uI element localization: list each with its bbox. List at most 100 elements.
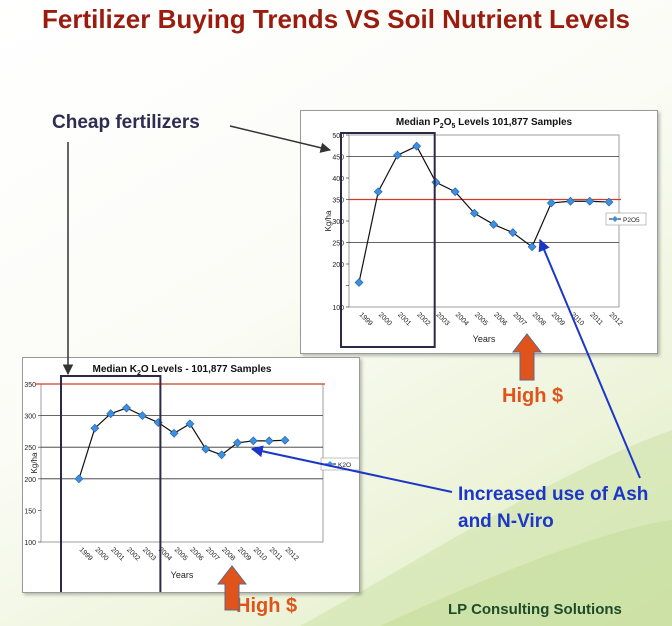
p2o5-data-point bbox=[412, 141, 422, 151]
k2o-data-point bbox=[106, 409, 116, 419]
k2o-data-point bbox=[185, 419, 195, 429]
k2o-x-tick-label: 2011 bbox=[268, 546, 284, 562]
k2o-y-axis-label: Kg/ha bbox=[30, 452, 39, 473]
p2o5-data-point bbox=[489, 220, 499, 229]
k2o-y-tick-label: 200 bbox=[24, 477, 36, 484]
k2o-x-tick-label: 2002 bbox=[125, 546, 141, 562]
k2o-x-tick-label: 2004 bbox=[157, 546, 173, 562]
p2o5-data-point bbox=[508, 228, 518, 238]
ash-callout-line-1: Increased use of Ash bbox=[458, 484, 649, 505]
k2o-data-point bbox=[248, 436, 258, 446]
k2o-data-point bbox=[201, 444, 211, 454]
p2o5-x-tick-label: 2009 bbox=[550, 311, 566, 327]
slide-title: Fertilizer Buying Trends VS Soil Nutrien… bbox=[41, 4, 631, 34]
cheap-fertilizers-callout: Cheap fertilizers bbox=[52, 112, 200, 133]
p2o5-x-tick-label: 2000 bbox=[377, 311, 393, 327]
k2o-x-tick-label: 2008 bbox=[220, 546, 236, 562]
p2o5-x-tick-label: 2004 bbox=[454, 311, 470, 327]
k2o-data-point bbox=[217, 450, 227, 460]
ash-nviro-callout: Increased use of Ash and N-Viro bbox=[458, 481, 648, 535]
p2o5-highlight-box bbox=[340, 132, 436, 348]
p2o5-y-tick-label: 500 bbox=[332, 133, 344, 140]
high-price-label-k2o: High $ bbox=[236, 595, 298, 617]
p2o5-y-tick-label: 300 bbox=[332, 219, 344, 226]
k2o-x-tick-label: 2010 bbox=[252, 546, 268, 562]
k2o-x-tick-label: 2007 bbox=[204, 546, 220, 562]
footer-brand: LP Consulting Solutions bbox=[448, 601, 622, 618]
k2o-x-tick-label: 2005 bbox=[173, 546, 189, 562]
p2o5-legend-label: P2O5 bbox=[623, 217, 640, 224]
p2o5-y-tick-label: 250 bbox=[332, 241, 344, 248]
p2o5-legend bbox=[605, 212, 647, 226]
p2o5-x-tick-label: 2005 bbox=[473, 311, 489, 327]
k2o-x-tick-label: 2003 bbox=[141, 546, 157, 562]
k2o-chart-frame: Median K2O Levels - 101,877 Samples 100 15… bbox=[22, 357, 360, 593]
p2o5-y-tick-label: 200 bbox=[332, 262, 344, 269]
k2o-x-tick-label: 2001 bbox=[109, 546, 125, 562]
p2o5-x-tick-label: 2011 bbox=[588, 311, 604, 327]
k2o-x-tick-label: 2009 bbox=[236, 546, 252, 562]
k2o-data-point bbox=[137, 411, 147, 421]
p2o5-data-point bbox=[450, 187, 460, 197]
k2o-x-tick-label: 2000 bbox=[93, 546, 109, 562]
k2o-data-point bbox=[233, 438, 242, 448]
p2o5-data-point bbox=[469, 208, 479, 218]
p2o5-y-tick-label: 350 bbox=[332, 198, 344, 205]
p2o5-x-tick-label: 2008 bbox=[531, 311, 547, 327]
ash-callout-line-2: and N-Viro bbox=[458, 511, 554, 532]
k2o-data-point bbox=[280, 435, 290, 445]
p2o5-x-tick-label: 2012 bbox=[608, 311, 624, 327]
p2o5-title-part: Median P bbox=[396, 117, 440, 128]
k2o-x-tick-label: 2012 bbox=[284, 546, 300, 562]
p2o5-chart-title: Median P2O5 Levels 101,877 Samples bbox=[396, 117, 573, 130]
k2o-chart: Median K2O Levels - 101,877 Samples 100 15… bbox=[24, 364, 359, 592]
p2o5-x-tick-label: 2002 bbox=[415, 311, 431, 327]
p2o5-data-point bbox=[585, 196, 595, 206]
p2o5-legend-marker bbox=[612, 216, 618, 222]
p2o5-data-point bbox=[393, 150, 402, 160]
k2o-x-tick-label: 2006 bbox=[189, 546, 205, 562]
p2o5-x-tick-label: 2006 bbox=[492, 311, 508, 327]
p2o5-x-tick-label: 2001 bbox=[396, 311, 412, 327]
k2o-data-point bbox=[90, 423, 100, 433]
k2o-y-tick-label: 250 bbox=[24, 445, 36, 452]
k2o-data-point bbox=[169, 428, 179, 438]
high-price-label-p2o5: High $ bbox=[502, 385, 564, 407]
p2o5-title-part: 2 bbox=[440, 123, 444, 130]
p2o5-title-part: 5 bbox=[451, 123, 455, 130]
p2o5-data-point bbox=[431, 177, 441, 187]
p2o5-data-point bbox=[373, 187, 383, 197]
k2o-data-point bbox=[74, 474, 84, 484]
p2o5-data-point bbox=[527, 242, 537, 252]
k2o-chart-title: Median K2O Levels - 101,877 Samples bbox=[93, 364, 272, 377]
p2o5-y-tick-label: 400 bbox=[332, 176, 344, 183]
p2o5-data-point bbox=[604, 197, 614, 207]
p2o5-x-tick-label: 1999 bbox=[358, 311, 374, 327]
k2o-y-tick-label: 300 bbox=[24, 414, 36, 421]
p2o5-title-part: O bbox=[444, 117, 452, 128]
k2o-y-tick-label: 150 bbox=[24, 508, 36, 515]
p2o5-x-axis-label: Years bbox=[473, 334, 496, 344]
k2o-title-part: O Levels - 101,877 Samples bbox=[141, 364, 272, 375]
p2o5-title-part: Levels 101,877 Samples bbox=[455, 117, 572, 128]
k2o-x-tick-label: 1999 bbox=[78, 546, 94, 562]
p2o5-y-axis-label: Kg/ha bbox=[324, 210, 333, 231]
k2o-y-tick-label: 100 bbox=[24, 540, 36, 547]
k2o-legend-label: K2O bbox=[338, 462, 351, 469]
p2o5-data-point bbox=[546, 198, 556, 208]
k2o-x-axis-label: Years bbox=[171, 570, 194, 580]
p2o5-series-line bbox=[358, 145, 610, 283]
p2o5-x-tick-label: 2010 bbox=[569, 311, 585, 327]
k2o-data-point bbox=[264, 436, 274, 446]
p2o5-data-point bbox=[354, 278, 364, 287]
p2o5-x-tick-label: 2007 bbox=[511, 311, 527, 327]
p2o5-chart-frame: Median P2O5 Levels 101,877 Samples 100 200… bbox=[300, 110, 658, 354]
k2o-title-part: 2 bbox=[137, 370, 141, 377]
p2o5-y-tick-label: 450 bbox=[332, 155, 344, 162]
p2o5-y-tick-label: 100 bbox=[332, 305, 344, 312]
p2o5-plot-area bbox=[348, 134, 620, 308]
k2o-y-tick-label: 350 bbox=[24, 382, 36, 389]
p2o5-chart: Median P2O5 Levels 101,877 Samples 100 200… bbox=[324, 117, 647, 348]
k2o-title-part: Median K bbox=[93, 364, 138, 375]
